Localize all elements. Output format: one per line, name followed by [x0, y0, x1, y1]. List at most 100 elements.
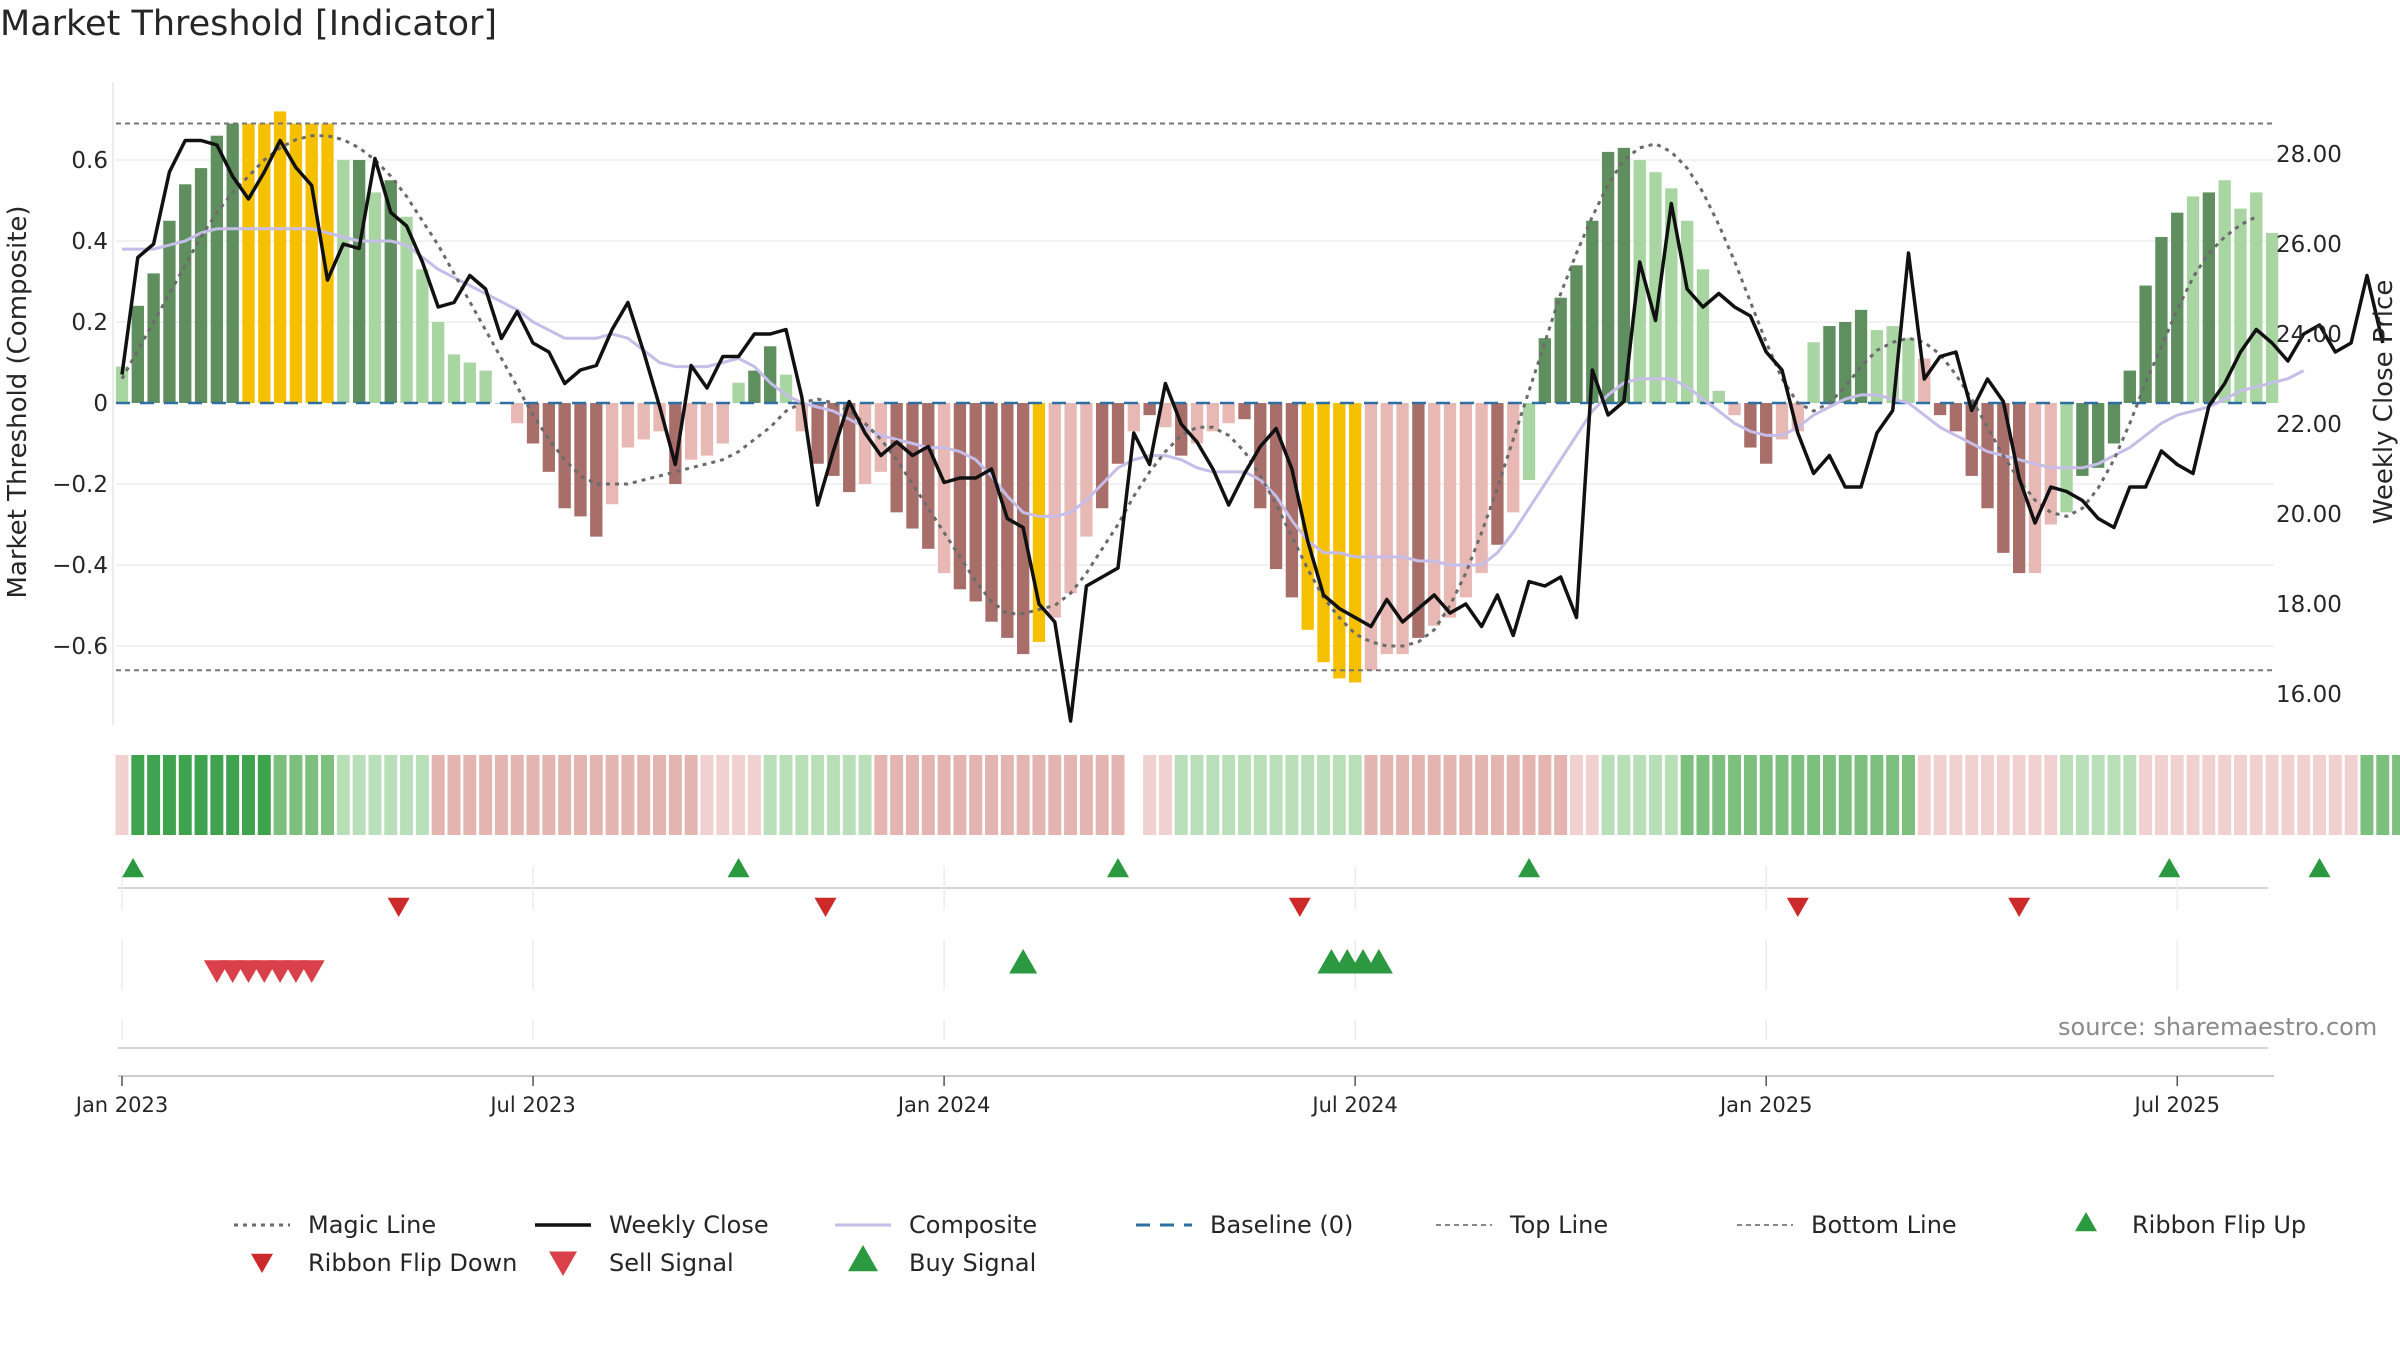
composite-bar: [131, 305, 144, 403]
ribbon-cell: [1190, 755, 1204, 835]
composite-bar: [352, 160, 366, 403]
composite-bar: [1712, 390, 1725, 403]
composite-bar: [1601, 151, 1615, 403]
ribbon-cell: [1095, 755, 1109, 835]
ribbon-cell: [1538, 755, 1552, 835]
ribbon-cell: [2297, 755, 2311, 835]
composite-bar: [511, 403, 524, 424]
ribbon-cell: [1886, 755, 1900, 835]
composite-bar: [1633, 160, 1646, 403]
composite-bar: [1728, 403, 1741, 416]
x-tick-label-1: Jul 2023: [488, 1093, 575, 1117]
composite-bar: [368, 192, 382, 403]
ribbon-cell: [763, 755, 777, 835]
ribbon-cell: [2060, 755, 2074, 835]
ribbon-cell: [1633, 755, 1647, 835]
composite-bar: [1997, 403, 2010, 553]
composite-bar: [2123, 370, 2136, 403]
composite-bar: [1870, 330, 1884, 403]
ribbon-cell: [779, 755, 793, 835]
ribbon-cell: [415, 755, 429, 835]
ribbon-cell: [2344, 755, 2358, 835]
composite-bar: [2076, 403, 2089, 476]
composite-bar: [985, 403, 998, 622]
composite-bar: [2250, 192, 2263, 403]
ribbon-cell: [1174, 755, 1188, 835]
composite-bar: [1680, 220, 1694, 403]
composite-bar: [732, 382, 745, 403]
ribbon-cell: [2107, 755, 2121, 835]
ribbon-cell: [1253, 755, 1267, 835]
ribbon-cell: [1016, 755, 1030, 835]
composite-bar: [574, 403, 587, 517]
composite-bar: [2234, 208, 2247, 403]
ribbon-cell: [2376, 755, 2390, 835]
composite-bar: [1396, 403, 1409, 655]
ribbon-cell: [2044, 755, 2058, 835]
ribbon-cell: [716, 755, 730, 835]
ribbon-cell: [1585, 755, 1599, 835]
composite-bar: [1285, 403, 1299, 598]
composite-bar: [1111, 403, 1125, 464]
composite-bar: [653, 403, 666, 432]
composite-bar: [1048, 403, 1061, 618]
ribbon-cell: [115, 755, 129, 835]
composite-bar: [1823, 326, 1836, 403]
ribbon-cell: [352, 755, 366, 835]
composite-bar: [1617, 147, 1631, 403]
composite-bar: [605, 403, 619, 505]
ribbon-cell: [1427, 755, 1441, 835]
ribbon-cell: [2313, 755, 2327, 835]
ribbon-cell: [1743, 755, 1757, 835]
ribbon-cell: [1996, 755, 2010, 835]
ribbon-cell: [289, 755, 303, 835]
legend-label-composite: Composite: [909, 1211, 1037, 1239]
ribbon-cell: [1775, 755, 1789, 835]
ribbon-cell: [905, 755, 919, 835]
ribbon-cell: [2012, 755, 2026, 835]
composite-bar: [289, 123, 303, 404]
composite-bar: [1902, 338, 1915, 403]
legend-label-bottom: Bottom Line: [1811, 1211, 1957, 1239]
composite-bar: [1127, 403, 1140, 432]
composite-bar: [1507, 403, 1520, 513]
ribbon-cell: [953, 755, 967, 835]
y2-tick-label-1: 26.00: [2276, 232, 2342, 258]
legend-swatch-buy: [848, 1245, 878, 1272]
composite-bar: [558, 403, 571, 509]
ribbon-cell: [273, 755, 287, 835]
composite-bar: [1364, 403, 1378, 671]
ribbon-cell: [131, 755, 145, 835]
ribbon-cell: [1870, 755, 1884, 835]
ribbon-cell: [621, 755, 635, 835]
ribbon-cell: [1554, 755, 1568, 835]
legend-item-sell: Sell Signal: [609, 1249, 734, 1277]
composite-bar: [716, 403, 729, 444]
ribbon-cell: [400, 755, 414, 835]
composite-bar: [273, 111, 287, 404]
ribbon-cell: [1237, 755, 1251, 835]
ribbon-cell: [874, 755, 888, 835]
composite-bar: [1238, 403, 1251, 420]
composite-bar: [2171, 212, 2184, 403]
composite-bar: [1696, 269, 1710, 403]
composite-bar: [1428, 403, 1441, 626]
composite-bar: [2028, 403, 2042, 574]
composite-bar: [1333, 403, 1346, 679]
legend-swatch-flipdown: [251, 1253, 273, 1273]
ribbon-cell: [1522, 755, 1536, 835]
ribbon-cell: [1617, 755, 1631, 835]
ribbon-flip-up-marker: [2158, 858, 2181, 878]
composite-bar: [1064, 403, 1077, 594]
ribbon-cell: [1490, 755, 1504, 835]
composite-bar: [906, 403, 919, 529]
composite-bar: [1096, 403, 1109, 509]
ribbon-cell: [1759, 755, 1773, 835]
composite-bar: [384, 180, 397, 403]
composite-bar: [969, 403, 982, 602]
composite-bar: [2060, 403, 2073, 513]
ribbon-flip-down-marker: [814, 897, 837, 917]
legend-label-buy: Buy Signal: [909, 1249, 1036, 1277]
composite-bar: [1744, 403, 1757, 448]
ribbon-cell: [1332, 755, 1346, 835]
